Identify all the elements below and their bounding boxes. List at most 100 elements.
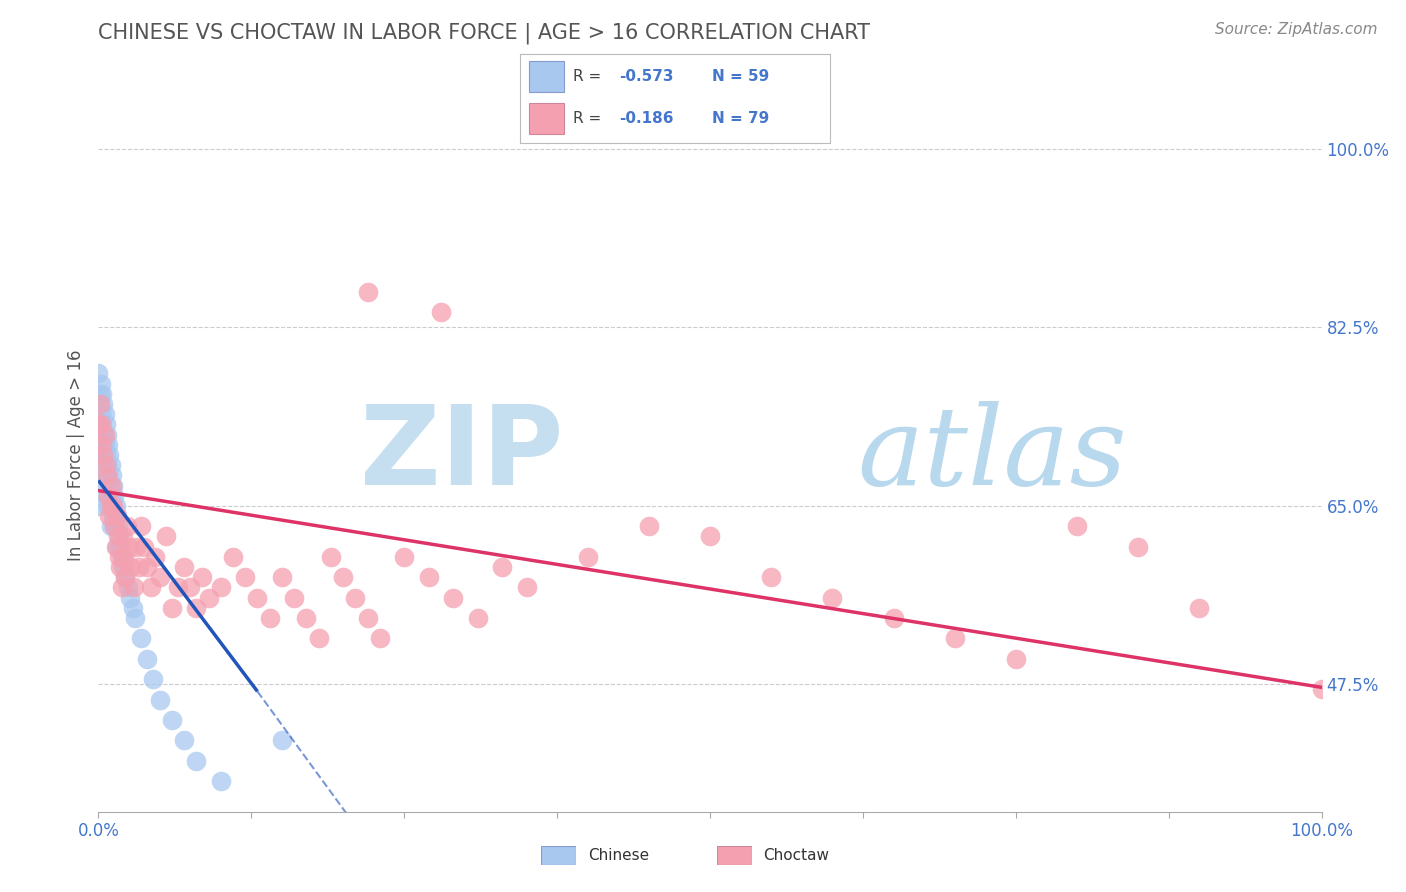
Point	[1066, 519, 1088, 533]
Point	[100, 499, 122, 513]
Point	[121, 600, 143, 615]
Point	[821, 591, 844, 605]
Point	[120, 560, 142, 574]
Point	[186, 600, 208, 615]
Point	[295, 611, 318, 625]
FancyBboxPatch shape	[717, 846, 752, 865]
Point	[699, 529, 721, 543]
Point	[111, 581, 134, 595]
Point	[209, 774, 232, 789]
Point	[93, 438, 115, 452]
Point	[87, 468, 110, 483]
Point	[1310, 682, 1333, 697]
Point	[100, 489, 122, 503]
Point	[576, 549, 599, 564]
Text: atlas: atlas	[856, 401, 1126, 508]
Point	[93, 407, 115, 421]
Point	[104, 499, 127, 513]
Point	[430, 305, 453, 319]
Point	[91, 458, 114, 472]
Point	[637, 519, 661, 533]
Text: N = 79: N = 79	[711, 111, 769, 126]
Text: Choctaw: Choctaw	[763, 848, 830, 863]
Point	[114, 570, 136, 584]
Point	[96, 427, 118, 442]
Point	[136, 560, 159, 574]
Point	[110, 560, 132, 574]
Text: R =: R =	[572, 111, 606, 126]
Point	[117, 581, 139, 595]
Point	[332, 570, 354, 584]
Point	[97, 468, 120, 483]
Point	[368, 632, 391, 646]
Point	[356, 285, 378, 299]
Point	[100, 519, 122, 533]
Point	[155, 529, 177, 543]
Point	[93, 427, 115, 442]
Point	[91, 438, 114, 452]
Point	[94, 458, 117, 472]
Point	[149, 570, 172, 584]
Point	[173, 560, 195, 574]
Point	[108, 529, 131, 543]
Point	[319, 549, 342, 564]
Point	[90, 417, 112, 432]
Point	[441, 591, 464, 605]
Point	[91, 427, 114, 442]
Y-axis label: In Labor Force | Age > 16: In Labor Force | Age > 16	[66, 349, 84, 561]
Point	[94, 478, 117, 492]
Point	[120, 591, 142, 605]
Point	[115, 519, 138, 533]
Point	[104, 540, 127, 554]
Point	[112, 549, 135, 564]
Point	[91, 417, 114, 432]
FancyBboxPatch shape	[541, 846, 576, 865]
Point	[160, 600, 183, 615]
Point	[103, 489, 125, 503]
Point	[103, 519, 125, 533]
Text: Source: ZipAtlas.com: Source: ZipAtlas.com	[1215, 22, 1378, 37]
Point	[129, 519, 152, 533]
Point	[179, 581, 201, 595]
Point	[105, 509, 128, 524]
Point	[107, 529, 129, 543]
Point	[97, 438, 120, 452]
Point	[1188, 600, 1211, 615]
Point	[105, 540, 128, 554]
Point	[101, 478, 124, 492]
Point	[90, 376, 112, 391]
Point	[883, 611, 905, 625]
Text: -0.186: -0.186	[619, 111, 673, 126]
Point	[96, 458, 118, 472]
Point	[89, 417, 111, 432]
Point	[98, 448, 121, 462]
Point	[111, 560, 134, 574]
Point	[100, 458, 122, 472]
Point	[111, 529, 134, 543]
Point	[101, 468, 124, 483]
Point	[89, 397, 111, 411]
Point	[129, 632, 152, 646]
Point	[943, 632, 966, 646]
Point	[246, 591, 269, 605]
Point	[491, 560, 513, 574]
Point	[344, 591, 367, 605]
Point	[1128, 540, 1150, 554]
Point	[94, 448, 117, 462]
Point	[87, 367, 110, 381]
Point	[515, 581, 537, 595]
Point	[87, 417, 110, 432]
Point	[110, 540, 132, 554]
Point	[149, 692, 172, 706]
Point	[1004, 652, 1026, 666]
Point	[233, 570, 256, 584]
Point	[270, 570, 294, 584]
Point	[96, 468, 118, 483]
Point	[270, 733, 294, 747]
Point	[392, 549, 416, 564]
Point	[136, 652, 159, 666]
Point	[139, 581, 162, 595]
Point	[160, 713, 183, 727]
Point	[101, 499, 124, 513]
Text: -0.573: -0.573	[619, 69, 673, 84]
